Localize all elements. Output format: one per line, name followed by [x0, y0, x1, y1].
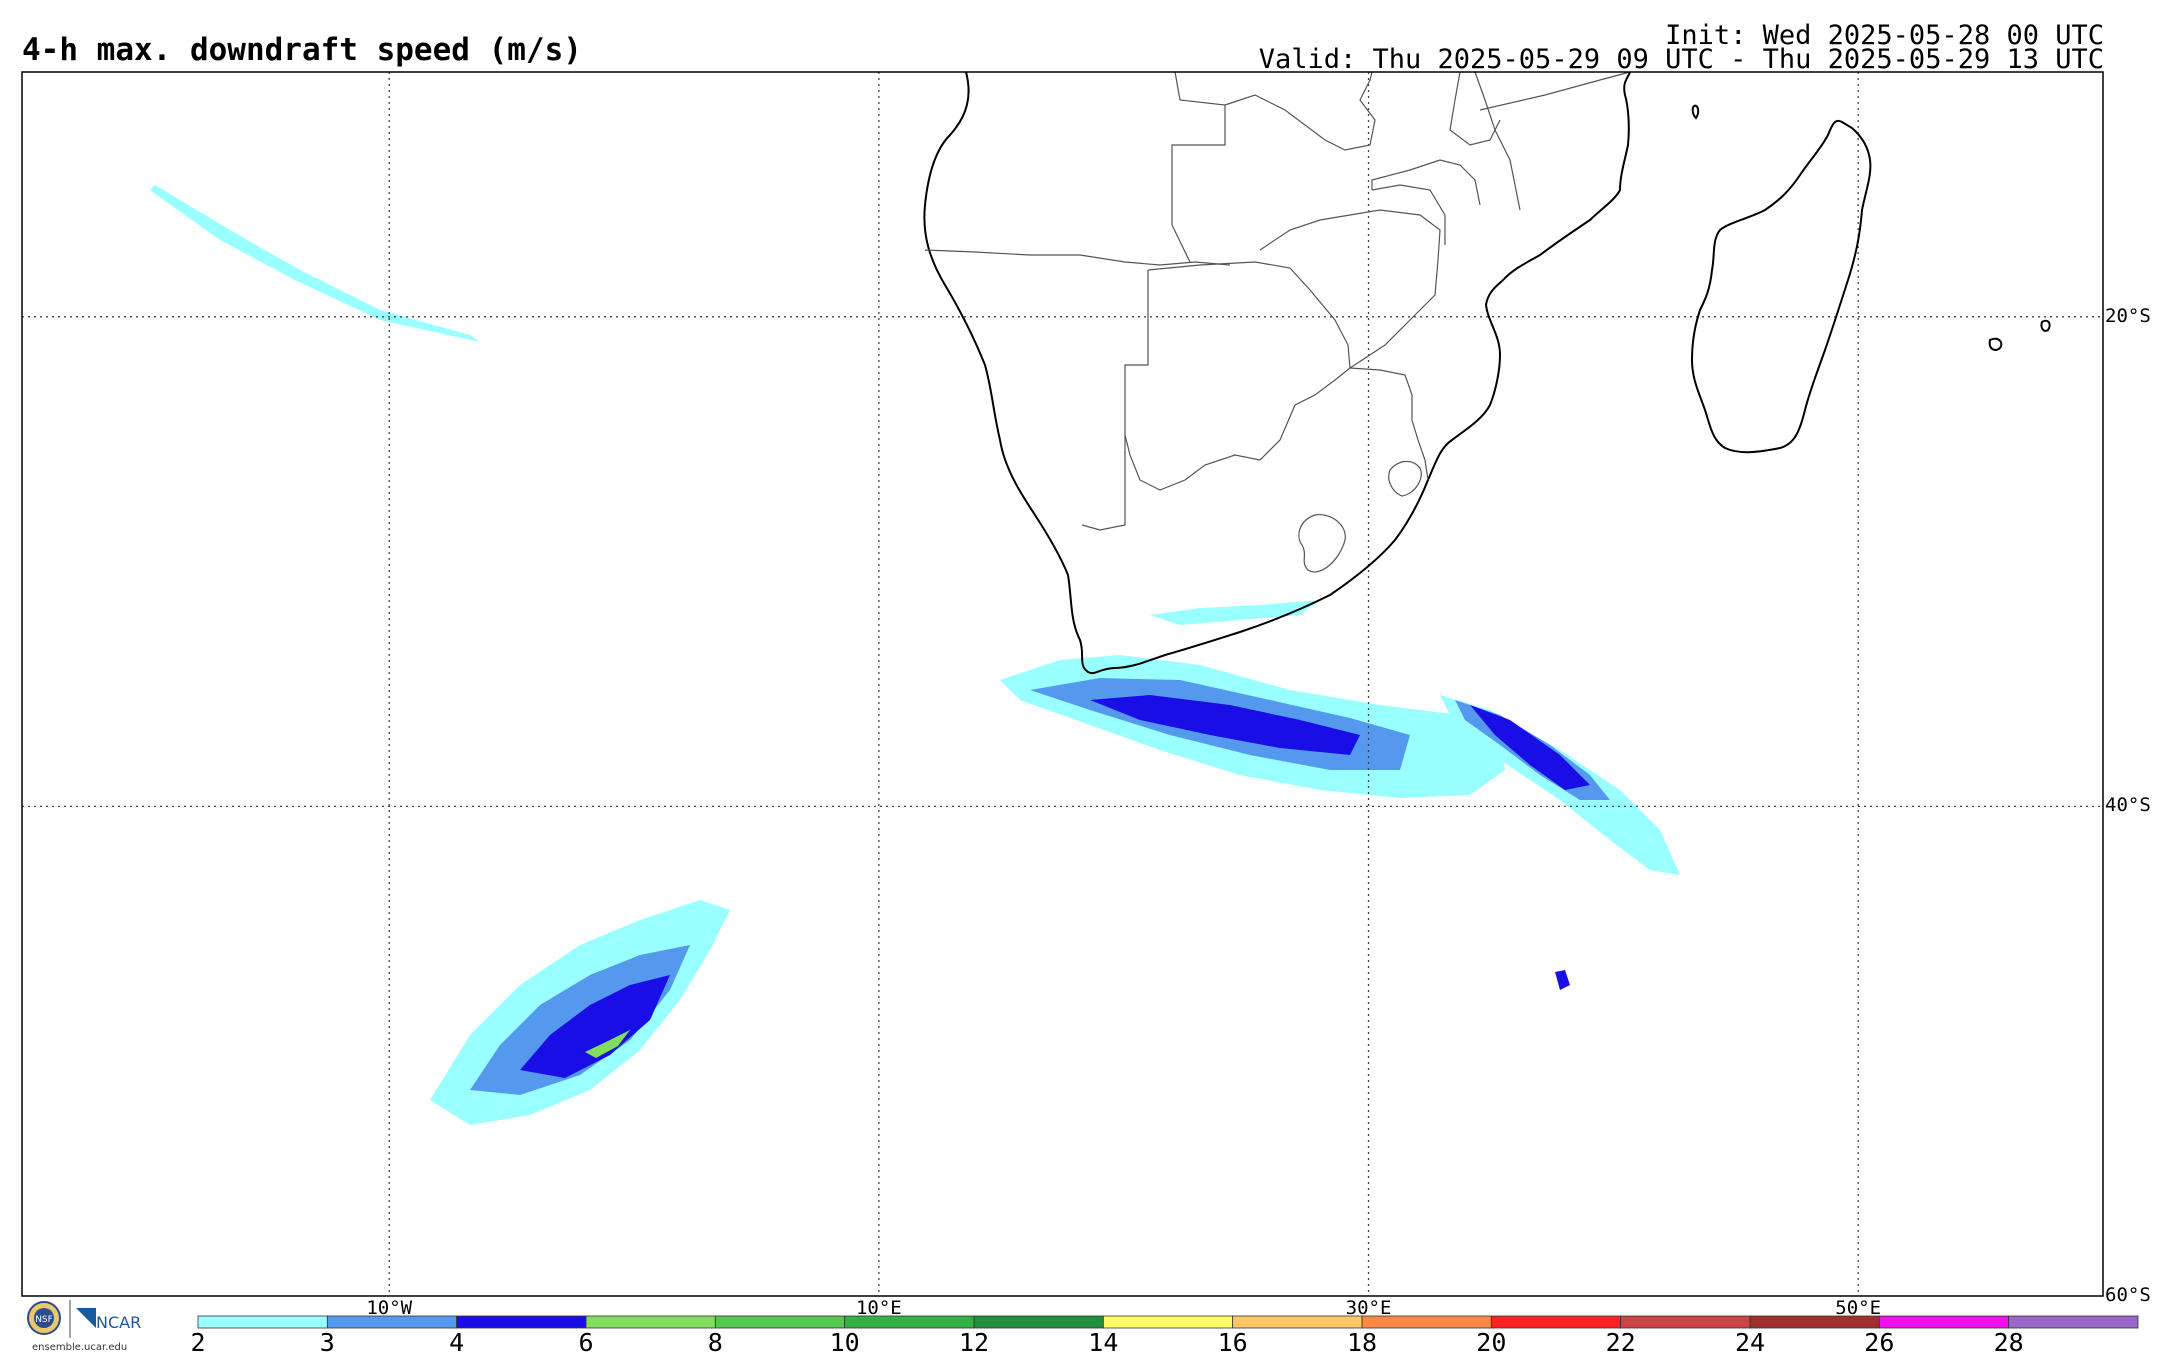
colorbar-tick-label: 3 [319, 1328, 335, 1357]
colorbar-tick-label: 28 [1993, 1328, 2024, 1357]
colorbar-swatch [1232, 1315, 1363, 1329]
ensemble-url: ensemble.ucar.edu [32, 1342, 128, 1353]
africa-coastline [923, 71, 1631, 675]
lat-label: 20°S [2105, 304, 2151, 327]
colorbar-swatch [1490, 1315, 1622, 1329]
colorbar-tick-label: 24 [1734, 1328, 1766, 1357]
colorbar-tick-label: 22 [1605, 1328, 1636, 1357]
downdraft-field [150, 185, 1680, 1125]
init-time: Init: Wed 2025-05-28 00 UTC [1665, 20, 2104, 51]
field-atl-level4 [585, 1030, 630, 1058]
reunion-coastline [2040, 319, 2051, 332]
lat-label: 60°S [2105, 1284, 2151, 1306]
colorbar [197, 1315, 2139, 1329]
colorbar-swatch [1102, 1315, 1234, 1329]
madagascar-coastline [1690, 119, 1872, 454]
colorbar-swatch [585, 1315, 716, 1329]
comoros-coastline [1691, 104, 1700, 120]
colorbar-swatch [714, 1315, 846, 1329]
field-east-level3 [1470, 705, 1590, 790]
map-frame [21, 71, 2104, 1297]
colorbar-tick-label: 10 [829, 1328, 860, 1357]
country-borders [924, 71, 1631, 573]
valid-time: Valid: Thu 2025-05-29 09 UTC - Thu 2025-… [1258, 44, 2104, 75]
field-atl-level3 [520, 975, 670, 1078]
colorbar-swatch [456, 1315, 587, 1329]
colorbar-tick-label: 26 [1864, 1328, 1895, 1357]
colorbar-tick-label: 8 [707, 1328, 723, 1357]
colorbar-swatch [2008, 1315, 2139, 1329]
nsf-ncar-logo: NSF NCAR [27, 1300, 141, 1338]
field-sa-level3 [1090, 695, 1360, 755]
mauritius-coastline [1988, 337, 2003, 351]
map-title: 4-h max. downdraft speed (m/s) [22, 32, 582, 68]
colorbar-tick-label: 4 [449, 1328, 465, 1357]
svg-text:NCAR: NCAR [96, 1313, 141, 1332]
field-small-spot [1555, 970, 1570, 990]
lat-label: 40°S [2105, 794, 2151, 817]
svg-text:NSF: NSF [35, 1315, 53, 1325]
coastlines [923, 71, 2051, 675]
colorbar-tick-label: 20 [1476, 1328, 1507, 1357]
graticule [22, 72, 2103, 1296]
lon-label: 10°W [366, 1297, 413, 1319]
map-border [21, 71, 2104, 1297]
colorbar-swatch [1620, 1315, 1751, 1329]
colorbar-tick-label: 18 [1346, 1328, 1378, 1357]
colorbar-swatch [973, 1315, 1104, 1329]
colorbar-tick-label: 16 [1217, 1328, 1248, 1357]
field-nw-streak [150, 185, 480, 342]
lon-label: 50°E [1835, 1297, 1882, 1319]
colorbar-swatch [1878, 1315, 2010, 1329]
colorbar-swatch [197, 1315, 328, 1329]
colorbar-tick-label: 6 [578, 1328, 594, 1357]
lon-label: 30°E [1345, 1297, 1392, 1319]
field-cape-scatter [1150, 600, 1320, 625]
colorbar-tick-label: 12 [958, 1328, 990, 1357]
colorbar-tick-label: 2 [190, 1328, 206, 1357]
colorbar-tick-label: 14 [1088, 1328, 1119, 1357]
lon-label: 10°E [855, 1297, 902, 1319]
